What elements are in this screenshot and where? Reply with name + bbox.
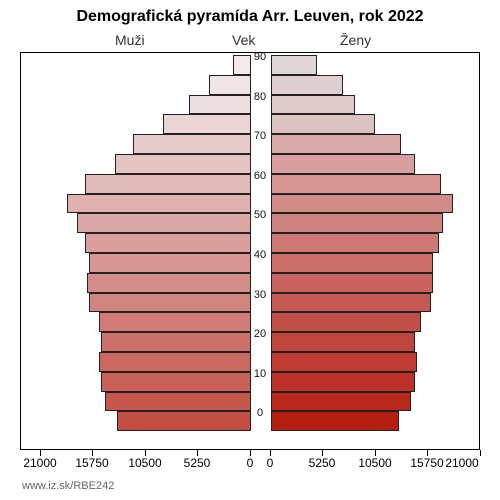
x-tick-label: 5250 bbox=[309, 456, 336, 470]
age-axis-label: 30 bbox=[246, 289, 274, 301]
bar-men bbox=[99, 312, 251, 332]
bars-wrap: 9080706050403020100 bbox=[21, 55, 481, 431]
age-axis-label: 20 bbox=[246, 328, 274, 340]
bar-men bbox=[85, 233, 251, 253]
bar-men bbox=[89, 253, 251, 273]
age-axis-label: 90 bbox=[246, 51, 274, 63]
bar-men bbox=[67, 194, 251, 214]
bar-women bbox=[271, 352, 417, 372]
bar-women bbox=[271, 312, 421, 332]
bar-men bbox=[133, 134, 251, 154]
bar-women bbox=[271, 134, 401, 154]
age-axis-label: 0 bbox=[246, 407, 274, 419]
bar-men bbox=[87, 273, 251, 293]
bar-women bbox=[271, 95, 355, 115]
bar-women bbox=[271, 332, 415, 352]
bar-men bbox=[209, 75, 251, 95]
bar-women bbox=[271, 253, 433, 273]
x-tick-label: 0 bbox=[267, 456, 274, 470]
bar-women bbox=[271, 75, 343, 95]
bar-men bbox=[189, 95, 251, 115]
x-tick-label: 21000 bbox=[23, 456, 56, 470]
bar-women bbox=[271, 194, 453, 214]
x-tick-label: 10500 bbox=[128, 456, 161, 470]
x-tick-label: 21000 bbox=[445, 456, 478, 470]
label-age: Vek bbox=[232, 32, 255, 48]
x-tick-label: 15750 bbox=[410, 456, 443, 470]
bar-women bbox=[271, 114, 375, 134]
age-axis-label: 40 bbox=[246, 249, 274, 261]
age-axis-label: 80 bbox=[246, 91, 274, 103]
bar-men bbox=[89, 293, 251, 313]
bar-women bbox=[271, 55, 317, 75]
age-axis-label: 50 bbox=[246, 209, 274, 221]
bar-men bbox=[99, 352, 251, 372]
bar-men bbox=[163, 114, 251, 134]
bar-women bbox=[271, 174, 441, 194]
bar-women bbox=[271, 372, 415, 392]
bar-women bbox=[271, 411, 399, 431]
bar-women bbox=[271, 273, 433, 293]
x-tick-label: 15750 bbox=[75, 456, 108, 470]
age-axis-label: 70 bbox=[246, 130, 274, 142]
label-men: Muži bbox=[115, 32, 145, 48]
x-tick-label: 5250 bbox=[184, 456, 211, 470]
x-axis-ticks: 2100015750105005250005250105001575021000 bbox=[20, 452, 480, 476]
bar-women bbox=[271, 233, 439, 253]
bar-men bbox=[117, 411, 251, 431]
bar-men bbox=[101, 372, 251, 392]
x-tick-label: 0 bbox=[247, 456, 254, 470]
bar-women bbox=[271, 213, 443, 233]
chart-plot-area: 90 80 70 60 50 40 30 20 10 0 bbox=[20, 52, 480, 450]
bar-men bbox=[115, 154, 251, 174]
x-axis: 2100015750105005250005250105001575021000 bbox=[20, 452, 480, 476]
chart-title: Demografická pyramída Arr. Leuven, rok 2… bbox=[0, 8, 500, 26]
bar-men bbox=[85, 174, 251, 194]
source-url: www.iz.sk/RBE242 bbox=[22, 480, 114, 492]
bar-men bbox=[101, 332, 251, 352]
age-axis-label: 10 bbox=[246, 368, 274, 380]
x-tick-label: 10500 bbox=[358, 456, 391, 470]
x-tick bbox=[480, 450, 481, 456]
label-women: Ženy bbox=[340, 32, 371, 48]
age-axis-label: 60 bbox=[246, 170, 274, 182]
bar-women bbox=[271, 392, 411, 412]
bar-women bbox=[271, 293, 431, 313]
bar-women bbox=[271, 154, 415, 174]
chart-container: Demografická pyramída Arr. Leuven, rok 2… bbox=[0, 0, 500, 500]
bar-men bbox=[105, 392, 251, 412]
bar-men bbox=[77, 213, 251, 233]
